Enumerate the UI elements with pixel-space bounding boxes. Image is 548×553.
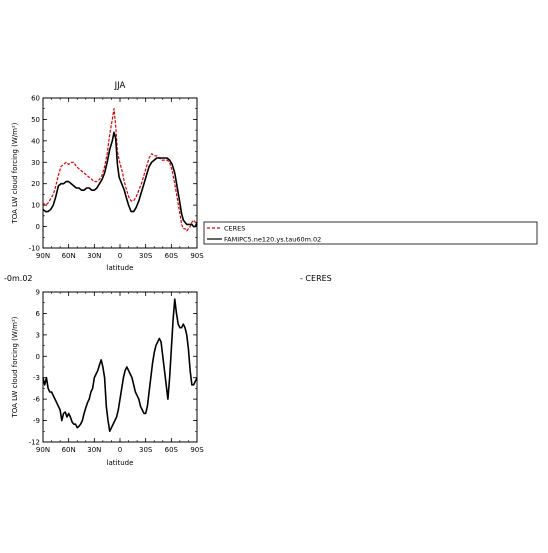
y-tick-label: 50 — [31, 116, 40, 124]
legend: CERES FAMIPC5.ne120.ys.tau60m.02 — [203, 221, 538, 245]
left-cut-text: -0m.02 — [4, 274, 33, 283]
bottom-y-axis-label: TOA LW cloud forcing (W/m²) — [11, 316, 19, 418]
y-tick-label: -9 — [33, 417, 40, 425]
y-tick-label: -3 — [33, 374, 40, 382]
x-tick-label: 0 — [118, 446, 122, 454]
y-tick-label: 40 — [31, 137, 40, 145]
bottom-x-axis-label: latitude — [107, 459, 134, 467]
top-plot-frame — [42, 97, 198, 249]
y-tick-label: 9 — [36, 289, 40, 297]
x-tick-label: 60N — [62, 252, 76, 260]
top-y-axis-label: TOA LW cloud forcing (W/m²) — [11, 122, 19, 224]
bottom-y-ticks: -12 -9 -6 -3 0 3 6 9 — [29, 289, 197, 447]
top-y-ticks: -10 0 10 20 30 40 50 60 — [29, 95, 197, 253]
y-tick-label: 6 — [36, 310, 41, 318]
x-tick-label: 90N — [36, 252, 50, 260]
x-tick-label: 90N — [36, 446, 50, 454]
legend-label-ceres: CERES — [224, 225, 245, 233]
series-line-ceres — [42, 108, 197, 232]
y-tick-label: 3 — [36, 331, 40, 339]
y-tick-label: -6 — [33, 396, 41, 404]
y-tick-label: 20 — [31, 180, 40, 188]
top-x-ticks: 90N 60N 30N 0 30S 60S 90S — [36, 98, 204, 260]
panel-bottom: -12 -9 -6 -3 0 3 6 9 90N 60N 30N 0 30S 60S 90S latitu… — [11, 289, 204, 468]
top-series — [42, 108, 198, 232]
y-tick-label: -12 — [29, 439, 40, 447]
x-tick-label: 60S — [165, 252, 179, 260]
top-x-axis-label: latitude — [107, 264, 134, 272]
series-line-model — [42, 298, 198, 433]
x-tick-label: 90S — [190, 446, 204, 454]
top-panel-title: JJA — [114, 81, 126, 91]
y-tick-label: -10 — [29, 245, 40, 253]
x-tick-label: 0 — [118, 252, 122, 260]
series-line-model — [42, 131, 198, 228]
x-tick-label: 30N — [87, 252, 101, 260]
x-tick-label: 60S — [165, 446, 179, 454]
bottom-series — [42, 298, 198, 433]
right-cut-text: - CERES — [300, 274, 332, 283]
y-tick-label: 0 — [36, 353, 40, 361]
bottom-x-ticks: 90N 60N 30N 0 30S 60S 90S — [36, 292, 204, 454]
x-tick-label: 60N — [62, 446, 76, 454]
legend-box — [203, 221, 538, 245]
legend-label-model: FAMIPC5.ne120.ys.tau60m.02 — [224, 236, 321, 244]
y-tick-label: 0 — [36, 223, 40, 231]
x-tick-label: 30N — [87, 446, 101, 454]
y-tick-label: 60 — [31, 95, 40, 103]
x-tick-label: 30S — [139, 446, 153, 454]
x-tick-label: 90S — [190, 252, 204, 260]
y-tick-label: 30 — [31, 159, 40, 167]
panel-top: JJA -10 0 10 20 30 40 50 60 90N 60N 30N 0 30S 60S 90S… — [11, 81, 204, 272]
y-tick-label: 10 — [31, 202, 40, 210]
x-tick-label: 30S — [139, 252, 153, 260]
